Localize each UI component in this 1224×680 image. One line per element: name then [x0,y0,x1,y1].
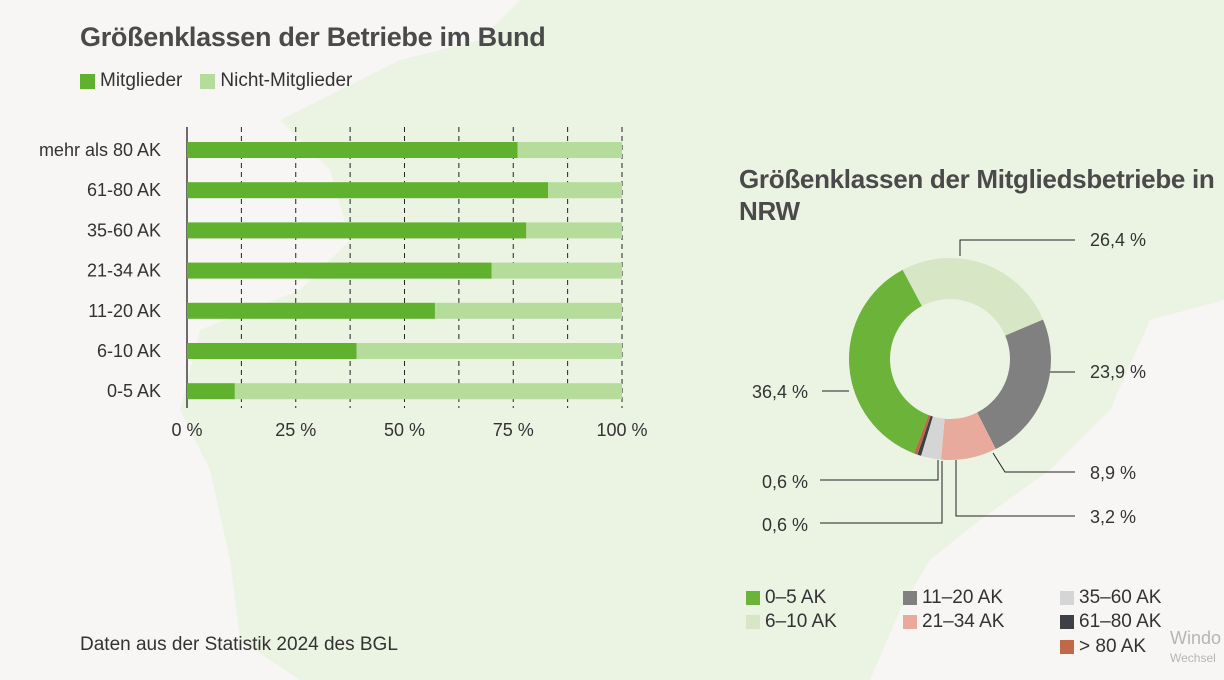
donut-slice [913,415,931,455]
category-label: 35-60 AK [87,220,161,240]
callout-line [992,452,1075,473]
category-label: 11-20 AK [88,301,161,321]
slice-value-label: 23,9 % [1090,362,1146,382]
bar-mitglieder [187,262,492,279]
x-tick-label: 25 % [275,420,316,440]
bar-nicht-mitglieder [526,222,622,239]
watermark-line-1: Windo [1170,628,1222,648]
bar-nicht-mitglieder [434,302,622,319]
legend-swatch [1060,591,1074,605]
x-tick-label: 100 % [596,420,647,440]
slice-value-label: 26,4 % [1090,230,1146,250]
bar-mitglieder [187,343,357,359]
category-label: mehr als 80 AK [39,140,161,160]
legend-swatch [1060,640,1074,654]
donut-slice [921,416,945,460]
bar-nicht-mitglieder [356,343,622,359]
x-tick-label: 50 % [384,420,425,440]
donut-chart-title: Größenklassen der Mitgliedsbetriebe in N… [739,164,1215,226]
legend-label: > 80 AK [1079,636,1147,657]
source-note: Daten aus der Statistik 2024 des BGL [80,634,398,655]
bar-nicht-mitglieder [517,142,622,158]
category-label: 0-5 AK [107,381,161,401]
x-tick-label: 75 % [493,420,534,440]
bar-nicht-mitglieder [491,262,622,279]
donut-legend-item: 35–60 AK [1060,587,1161,609]
donut-slice [902,257,1043,336]
windows-activation-watermark: Windo Wechsel [1170,628,1221,668]
legend-label: 11–20 AK [922,587,1004,608]
callout-line [959,239,1075,256]
callout-line [955,460,1075,517]
legend-swatch [746,615,760,629]
bar-chart-legend: Mitglieder Nicht-Mitglieder [80,70,370,92]
donut-slice [849,269,929,454]
slice-value-label: 36,4 % [752,382,808,402]
bar-mitglieder [187,142,518,158]
bar-mitglieder [187,222,527,239]
donut-slice [977,319,1051,450]
bar-nicht-mitglieder [548,182,622,199]
legend-label-nicht-mitglieder: Nicht-Mitglieder [220,70,353,91]
category-label: 61-80 AK [87,180,161,200]
legend-label: 21–34 AK [922,611,1005,632]
donut-slice [917,415,933,456]
legend-label: 6–10 AK [765,611,837,632]
legend-label: 35–60 AK [1079,587,1162,608]
legend-swatch [746,591,760,605]
bar-mitglieder [187,182,549,199]
callout-line [820,461,943,524]
category-label: 21-34 AK [87,261,161,281]
bar-nicht-mitglieder [234,383,622,400]
bar-mitglieder [187,302,435,319]
slice-value-label: 3,2 % [1090,507,1136,527]
donut-legend-item: 11–20 AK [903,587,1003,609]
legend-item-nicht-mitglieder: Nicht-Mitglieder [200,70,352,92]
legend-swatch-mitglieder [80,73,95,89]
legend-label: 61–80 AK [1079,611,1162,632]
legend-swatch-nicht-mitglieder [200,73,216,89]
bar-chart-title: Größenklassen der Betriebe im Bund [80,22,546,52]
slice-value-label: 8,9 % [1090,463,1136,483]
callout-line [820,460,939,481]
donut-legend-item: 61–80 AK [1060,611,1161,633]
bar-mitglieder [187,383,235,400]
legend-label: 0–5 AK [765,587,827,608]
category-label: 6-10 AK [97,341,161,361]
donut-legend-item: 0–5 AK [746,587,826,609]
donut-legend-item: > 80 AK [1060,636,1146,658]
legend-label-mitglieder: Mitglieder [100,70,183,91]
bar-chart: mehr als 80 AK 61-80 AK 35-60 AK 21-34 AK 11… [39,127,648,440]
donut-slice [940,412,996,461]
watermark-line-2: Wechsel [1170,651,1216,665]
donut-legend-item: 6–10 AK [746,611,837,633]
map-shape [180,0,1224,680]
slice-value-label: 0,6 % [762,515,808,535]
legend-swatch [1060,615,1074,629]
donut-chart: 36,4 % 26,4 % 23,9 % 8,9 % 3,2 % 0,6 % 0,6 % [752,230,1146,535]
slice-value-label: 0,6 % [762,472,808,492]
legend-swatch [903,615,917,629]
donut-legend-item: 21–34 AK [903,611,1004,633]
legend-swatch [903,591,917,605]
legend-item-mitglieder: Mitglieder [80,70,182,92]
x-tick-label: 0 % [171,420,202,440]
